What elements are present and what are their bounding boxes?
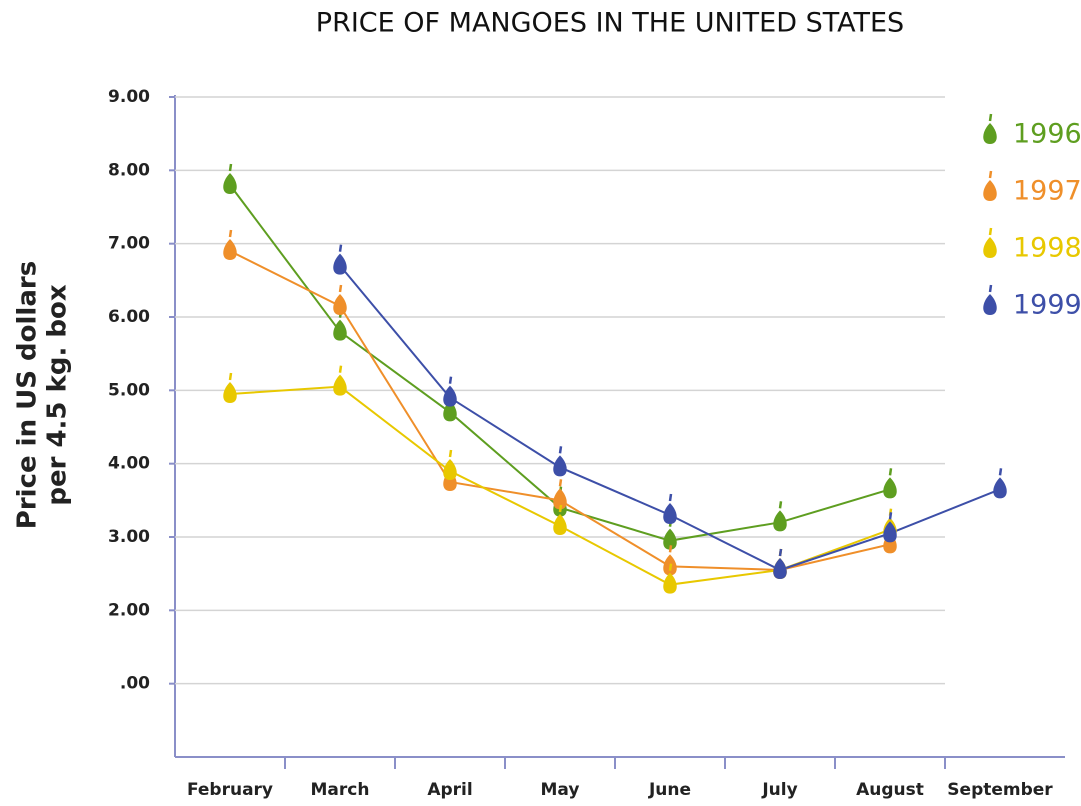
mango-marker: [663, 519, 677, 550]
y-tick-label: 7.00: [108, 234, 150, 254]
y-tick-label: 4.00: [108, 454, 150, 474]
mango-marker: [223, 163, 237, 194]
y-label-line: per 4.5 kg. box: [43, 284, 73, 506]
y-tick-label: 6.00: [108, 307, 150, 327]
mango-marker: [663, 545, 677, 576]
legend-label: 1999: [1013, 290, 1081, 321]
y-axis-label: Price in US dollars per 4.5 kg. box: [13, 261, 73, 529]
x-tick-label: June: [648, 780, 691, 800]
x-tick-label: February: [187, 780, 273, 800]
x-tick-label: September: [947, 780, 1053, 800]
mango-marker: [983, 284, 997, 315]
y-label-line: Price in US dollars: [13, 261, 43, 529]
legend-label: 1998: [1013, 233, 1081, 264]
mango-marker: [223, 372, 237, 403]
mango-marker: [443, 449, 457, 480]
x-tick-label: August: [856, 780, 924, 800]
x-tick-label: April: [427, 780, 472, 800]
mango-marker: [223, 229, 237, 260]
mango-marker: [983, 170, 997, 201]
mango-marker: [443, 376, 457, 407]
y-tick-label: 3.00: [108, 527, 150, 547]
mango-marker: [883, 468, 897, 499]
mango-marker: [333, 284, 347, 315]
mango-marker: [333, 244, 347, 275]
mango-marker: [993, 468, 1007, 499]
mango-marker: [663, 493, 677, 524]
y-tick-label: 8.00: [108, 160, 150, 180]
x-tick-label: March: [311, 780, 370, 800]
mango-marker: [663, 563, 677, 594]
mango-marker: [553, 479, 567, 510]
mango-marker: [983, 113, 997, 144]
y-tick-label: .00: [120, 674, 150, 694]
mango-marker: [773, 501, 787, 532]
mango-marker: [883, 512, 897, 543]
y-tick-label: 5.00: [108, 380, 150, 400]
legend-label: 1997: [1013, 176, 1081, 207]
mango-marker: [553, 446, 567, 477]
legend-label: 1996: [1013, 119, 1081, 150]
mango-marker: [983, 227, 997, 258]
mango-marker: [553, 504, 567, 535]
mango-marker: [773, 548, 787, 579]
y-tick-label: 2.00: [108, 600, 150, 620]
y-tick-label: 9.00: [108, 87, 150, 107]
x-tick-label: May: [541, 780, 580, 800]
mango-marker: [333, 365, 347, 396]
chart-title: PRICE OF MANGOES IN THE UNITED STATES: [316, 8, 904, 39]
x-tick-label: July: [761, 780, 797, 800]
